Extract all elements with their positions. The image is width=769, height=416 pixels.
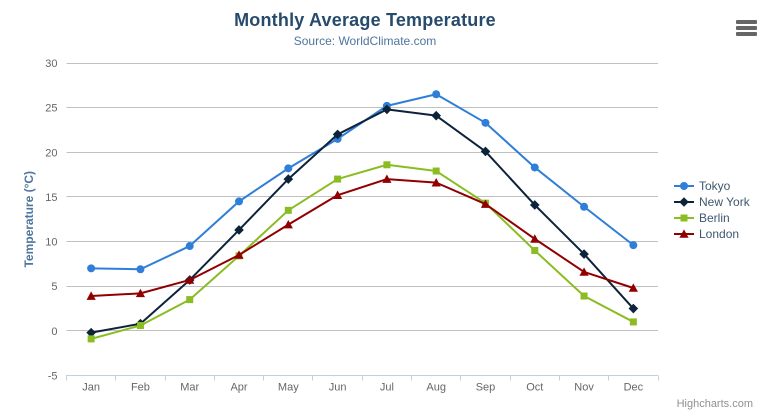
y-axis-label: 20	[45, 147, 57, 159]
series-berlin-point[interactable]	[136, 322, 144, 329]
series-london-point[interactable]	[382, 174, 392, 183]
series-new-york-point[interactable]	[431, 110, 441, 121]
chart-subtitle: Source: WorldClimate.com	[293, 34, 437, 48]
series-berlin-point[interactable]	[531, 247, 539, 254]
hamburger-icon	[736, 26, 757, 30]
legend-item-label: New York	[699, 195, 750, 209]
series-london-point[interactable]	[185, 275, 195, 284]
series-berlin-point[interactable]	[580, 292, 588, 300]
chart-title: Monthly Average Temperature	[234, 10, 496, 30]
x-axis-label: May	[278, 382, 299, 394]
series-london-line	[91, 178, 634, 298]
series-berlin-point[interactable]	[629, 318, 637, 326]
legend-marker-shape	[679, 229, 689, 238]
y-axis-label: 0	[51, 326, 57, 338]
series-london-point[interactable]	[333, 190, 343, 199]
x-axis-label: Oct	[526, 382, 543, 394]
series-tokyo-point[interactable]	[530, 163, 539, 172]
legend-item-label: Berlin	[699, 211, 730, 225]
legend-item-label: London	[699, 227, 740, 241]
series-new-york-point[interactable]	[332, 129, 343, 140]
series-london-point[interactable]	[530, 234, 540, 243]
x-axis-label: Jan	[82, 382, 100, 394]
series-new-york-point[interactable]	[529, 200, 540, 210]
series-tokyo-point[interactable]	[235, 197, 244, 206]
series-tokyo-point[interactable]	[284, 164, 293, 173]
y-axis-label: 30	[45, 58, 57, 70]
series-berlin-point[interactable]	[284, 206, 292, 214]
legend-item-berlin[interactable]: Berlin	[674, 210, 750, 226]
series-london-point[interactable]	[234, 250, 244, 259]
series-tokyo-point[interactable]	[136, 265, 145, 274]
series-tokyo-point[interactable]	[432, 90, 441, 99]
y-axis-label: -5	[48, 371, 58, 383]
x-axis-label: Jun	[329, 382, 347, 394]
series-new-york-point[interactable]	[283, 174, 294, 184]
legend-marker-circle-icon	[674, 182, 694, 190]
legend-marker-shape	[679, 197, 689, 207]
y-axis-title: Temperature (°C)	[22, 171, 36, 268]
x-axis-label: Aug	[426, 382, 446, 394]
legend-marker-triangle-icon	[674, 229, 694, 238]
series-london-point[interactable]	[431, 178, 441, 187]
series-london-point[interactable]	[86, 291, 96, 300]
legend-marker-square-icon	[674, 214, 694, 222]
x-axis-label: Nov	[574, 382, 594, 394]
series-berlin-point[interactable]	[432, 167, 440, 175]
series-london-point[interactable]	[283, 220, 293, 229]
hamburger-icon	[736, 20, 757, 24]
y-axis-label: 15	[45, 192, 57, 204]
series-berlin-point[interactable]	[87, 335, 95, 343]
series-london-point[interactable]	[628, 283, 638, 292]
y-axis-label: 10	[45, 237, 57, 249]
series-berlin-point[interactable]	[186, 296, 194, 304]
y-axis-label: 25	[45, 103, 57, 115]
legend-item-new-york[interactable]: New York	[674, 194, 750, 210]
legend-item-label: Tokyo	[699, 179, 731, 193]
highcharts-credit-link[interactable]: Highcharts.com	[676, 398, 753, 410]
series-berlin-point[interactable]	[334, 175, 342, 183]
x-axis-label: Apr	[230, 382, 247, 394]
legend-marker-shape	[680, 182, 688, 190]
legend-marker-diamond-icon	[674, 197, 694, 207]
series-london-point[interactable]	[579, 267, 589, 276]
series-berlin-point[interactable]	[383, 161, 391, 169]
y-axis-label: 5	[51, 281, 57, 293]
legend-marker-shape	[680, 214, 688, 222]
legend-item-london[interactable]: London	[674, 226, 750, 242]
series-london-point[interactable]	[135, 288, 146, 298]
series-tokyo-point[interactable]	[87, 264, 96, 273]
x-axis-label: Mar	[180, 382, 199, 394]
series-new-york-line	[90, 108, 635, 334]
hamburger-icon	[736, 32, 757, 36]
series-tokyo-point[interactable]	[629, 241, 638, 250]
x-axis-label: Feb	[131, 382, 150, 394]
series-tokyo-point[interactable]	[580, 202, 589, 211]
legend: Tokyo New York Berlin London	[674, 178, 750, 242]
series-new-york-point[interactable]	[234, 225, 244, 235]
series-new-york-point[interactable]	[86, 327, 96, 338]
series-tokyo-line	[91, 93, 634, 271]
series-london-point[interactable]	[480, 199, 491, 208]
x-axis-label: Jul	[380, 382, 394, 394]
x-axis-label: Dec	[624, 382, 644, 394]
legend-item-tokyo[interactable]: Tokyo	[674, 178, 750, 194]
series-new-york-point[interactable]	[480, 146, 491, 157]
series-new-york-point[interactable]	[579, 249, 589, 259]
hamburger-menu-button[interactable]	[736, 20, 758, 36]
x-axis-label: Sep	[476, 382, 496, 394]
series-new-york-point[interactable]	[382, 104, 392, 115]
series-tokyo-point[interactable]	[481, 118, 490, 127]
series-new-york-point[interactable]	[628, 303, 639, 314]
series-tokyo-point[interactable]	[185, 242, 194, 251]
series-berlin-line	[90, 163, 634, 340]
